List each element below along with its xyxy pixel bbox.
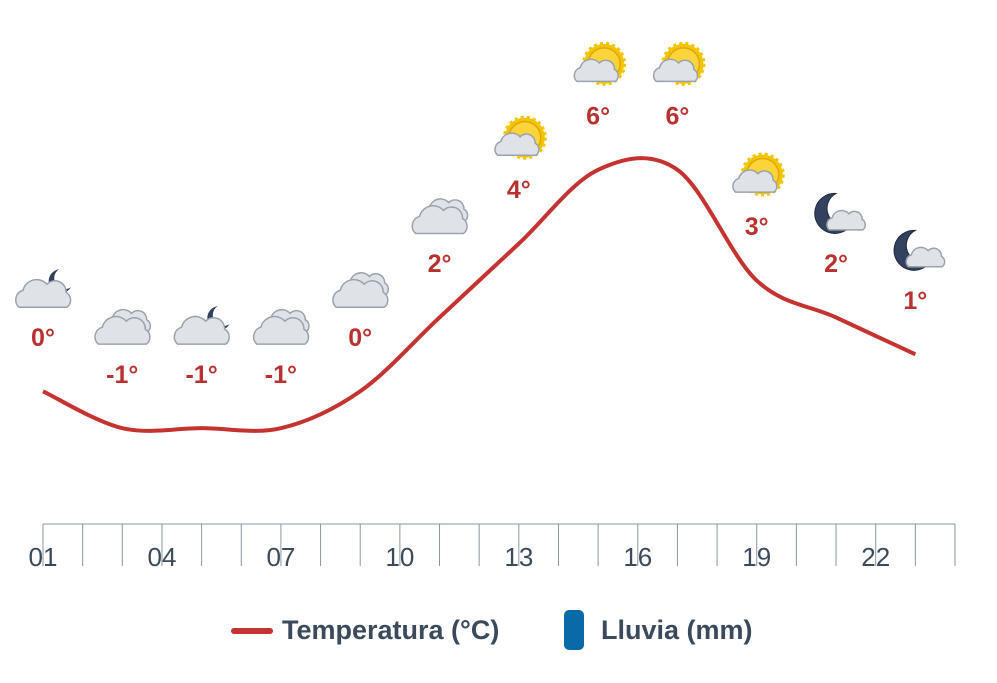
weather-icon (893, 229, 946, 271)
cloud (94, 315, 151, 345)
x-tick-label: 22 (861, 542, 890, 572)
x-tick-label: 13 (504, 542, 533, 572)
cloud (826, 209, 867, 231)
cloud (411, 205, 468, 235)
weather-icon (332, 272, 389, 309)
cloud (15, 278, 72, 309)
weather-icon (652, 41, 706, 86)
value-label: 6° (665, 102, 689, 130)
value-label: 0° (348, 324, 372, 352)
value-label: 0° (31, 324, 55, 352)
value-label: 4° (507, 176, 531, 204)
value-label: 2° (428, 250, 452, 278)
weather-icon (732, 152, 785, 197)
value-label: -1° (185, 361, 217, 389)
weather-icon (573, 41, 627, 86)
cloud (494, 132, 540, 156)
cloud (652, 58, 699, 83)
value-label: 3° (745, 213, 769, 241)
cloud (573, 58, 619, 83)
x-tick-label: 04 (147, 542, 176, 572)
weather-icon (252, 308, 310, 345)
value-label: 2° (824, 250, 848, 278)
value-label: 1° (903, 287, 927, 315)
legend-label: Lluvia (mm) (601, 615, 753, 645)
x-tick-label: 16 (623, 542, 652, 572)
value-label: -1° (106, 361, 138, 389)
weather-icon (814, 192, 867, 234)
cloud (905, 246, 946, 268)
cloud (252, 315, 310, 345)
cloud (332, 278, 389, 309)
x-tick-label: 19 (742, 542, 771, 572)
weather-icon (173, 306, 230, 345)
x-tick-label: 07 (266, 542, 295, 572)
legend-swatch (564, 610, 584, 650)
weather-icon (411, 198, 469, 235)
cloud (173, 315, 230, 345)
x-tick-label: 01 (29, 542, 58, 572)
cloud (732, 169, 778, 193)
temperature-line (42, 156, 917, 433)
weather-icon (494, 115, 547, 160)
weather-icon (15, 269, 72, 309)
legend-label: Temperatura (°C) (282, 615, 499, 645)
value-label: 6° (586, 102, 610, 130)
x-tick-label: 10 (385, 542, 414, 572)
weather-icon (94, 308, 152, 345)
value-label: -1° (265, 361, 297, 389)
